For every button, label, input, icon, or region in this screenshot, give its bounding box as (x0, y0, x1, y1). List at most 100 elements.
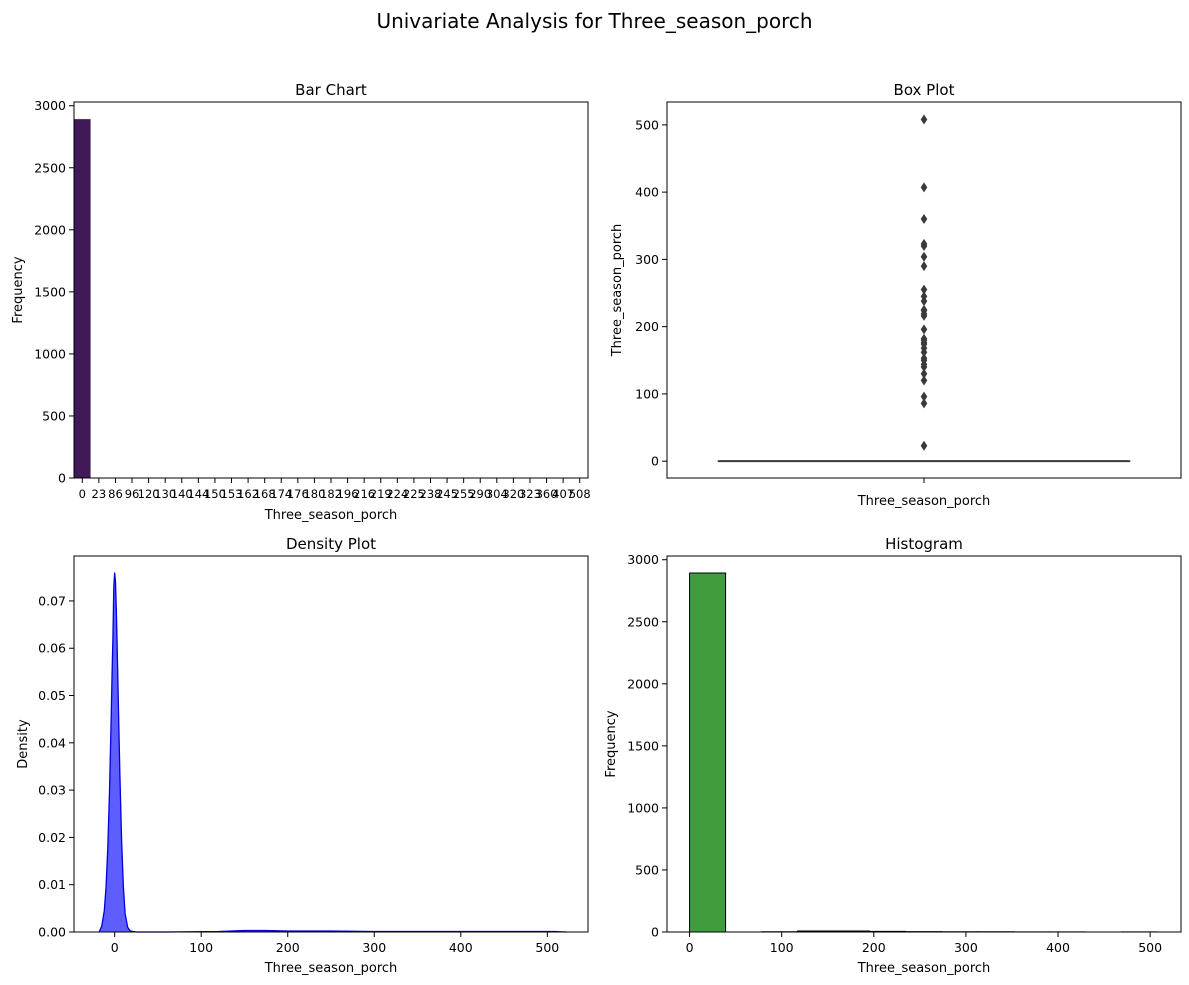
bar-chart-ytick-label: 1500 (34, 284, 66, 299)
bar-chart-bar (74, 119, 91, 478)
bar-chart-xtick-label: 360 (536, 487, 558, 501)
bar-chart-xtick-label: 120 (138, 487, 160, 501)
box-plot-ytick-label: 200 (635, 319, 659, 334)
bar-chart-xtick-label: 320 (502, 487, 524, 501)
histogram-xtick-label: 100 (770, 940, 794, 955)
bar-chart-ylabel: Frequency (11, 256, 26, 323)
histogram-xtick-label: 400 (1046, 940, 1070, 955)
bar-chart-title: Bar Chart (295, 81, 367, 99)
box-plot-ytick-label: 300 (635, 252, 659, 267)
box-plot-ytick-label: 0 (651, 454, 659, 469)
density-plot-curve (98, 572, 567, 933)
density-plot-title: Density Plot (286, 535, 376, 553)
box-plot-outlier (920, 324, 928, 335)
density-plot-panel: Density Plot 0.00 0.01 0.02 0.03 0.04 0.05 0.0… (16, 535, 589, 976)
histogram-ytick-label: 3000 (627, 552, 659, 567)
box-plot-outlier (920, 214, 928, 225)
histogram-plot-area: 0 500 1000 1500 2000 2500 3000 0 100 200 300 400 500 (627, 552, 1162, 955)
histogram-ylabel: Frequency (604, 710, 619, 777)
bar-chart-frame (73, 101, 589, 479)
box-plot-frame (666, 101, 1182, 479)
box-plot-panel: Box Plot 0 100 200 300 400 500 Three_season_p… (610, 81, 1182, 509)
bar-chart-xtick-label: 86 (108, 487, 123, 501)
density-plot-frame (73, 555, 589, 933)
box-plot-outlier (920, 182, 928, 193)
histogram-bar (689, 572, 727, 933)
density-plot-ytick-label: 0.03 (38, 783, 66, 798)
density-plot-xtick-label: 200 (276, 940, 300, 955)
bar-chart-panel: Bar Chart 0 500 1000 1500 2000 2500 3000 0 23 86 9… (11, 81, 591, 523)
bar-chart-ytick-label: 2500 (34, 160, 66, 175)
bar-chart-xtick-label: 130 (154, 487, 176, 501)
bar-chart-xtick-label: 23 (92, 487, 107, 501)
bar-chart-xtick-label: 224 (386, 487, 408, 501)
bar-chart-xtick-label: 0 (79, 487, 86, 501)
bar-chart-xtick-label: 176 (287, 487, 309, 501)
density-plot-ytick-label: 0.00 (38, 925, 66, 940)
figure-suptitle: Univariate Analysis for Three_season_por… (376, 9, 812, 33)
density-plot-xtick-label: 300 (362, 940, 386, 955)
bar-chart-xtick-label: 168 (254, 487, 276, 501)
bar-chart-ytick-label: 2000 (34, 222, 66, 237)
bar-chart-xtick-label: 407 (552, 487, 574, 501)
histogram-frame (666, 555, 1182, 933)
box-plot-xlabel: Three_season_porch (857, 494, 991, 509)
bar-chart-xtick-label: 225 (403, 487, 425, 501)
histogram-ytick-label: 1500 (627, 738, 659, 753)
box-plot-outlier (920, 284, 928, 295)
histogram-ytick-label: 0 (651, 925, 659, 940)
box-plot-outlier (920, 368, 928, 379)
density-plot-ytick-label: 0.01 (38, 877, 66, 892)
density-plot-ylabel: Density (16, 719, 31, 769)
density-plot-ytick-label: 0.02 (38, 830, 66, 845)
bar-chart-xtick-label: 174 (270, 487, 292, 501)
density-plot-ytick-label: 0.05 (38, 688, 66, 703)
bar-chart-xtick-label: 219 (370, 487, 392, 501)
box-plot-outlier (920, 304, 928, 315)
box-plot-outlier (920, 238, 928, 249)
bar-chart-xtick-label: 182 (320, 487, 342, 501)
density-plot-area (99, 572, 567, 932)
box-plot-outlier (920, 353, 928, 364)
box-plot-outlier (920, 333, 928, 344)
bar-chart-ytick-label: 3000 (34, 98, 66, 113)
density-plot-xtick-label: 400 (449, 940, 473, 955)
bar-chart-xtick-label: 304 (486, 487, 508, 501)
box-plot-plot-area: 0 100 200 300 400 500 (635, 114, 1131, 483)
density-plot-xtick-label: 0 (111, 940, 119, 955)
bar-chart-xtick-label: 508 (569, 487, 591, 501)
density-plot-xlabel: Three_season_porch (264, 961, 398, 976)
bar-chart-xtick-label: 140 (171, 487, 193, 501)
box-plot-outlier (920, 251, 928, 262)
density-plot-plot-area: 0.00 0.01 0.02 0.03 0.04 0.05 0.06 0.07 0 100 200 3… (38, 572, 567, 955)
box-plot-ytick-label: 500 (635, 117, 659, 132)
bar-chart-ytick-label: 0 (58, 471, 66, 486)
box-plot-outlier (920, 261, 928, 272)
histogram-ytick-label: 1000 (627, 800, 659, 815)
box-plot-outlier (920, 291, 928, 302)
box-plot-outlier (920, 440, 928, 451)
density-plot-ytick-label: 0.07 (38, 593, 66, 608)
bar-chart-xtick-label: 216 (353, 487, 375, 501)
density-plot-xtick-label: 100 (189, 940, 213, 955)
box-plot-ytick-label: 100 (635, 386, 659, 401)
bar-chart-ytick-label: 500 (42, 408, 66, 423)
bar-chart-xtick-label: 144 (187, 487, 209, 501)
box-plot-outlier (920, 375, 928, 386)
bar-chart-xtick-label: 238 (420, 487, 442, 501)
density-plot-xtick-label: 500 (535, 940, 559, 955)
box-plot-ylabel: Three_season_porch (610, 224, 625, 358)
bar-chart-xtick-label: 290 (469, 487, 491, 501)
bar-chart-xtick-label: 196 (337, 487, 359, 501)
density-plot-ytick-label: 0.04 (38, 735, 66, 750)
box-plot-outlier (920, 114, 928, 125)
bar-chart-xtick-label: 150 (204, 487, 226, 501)
histogram-xtick-label: 300 (954, 940, 978, 955)
bar-chart-ytick-label: 1000 (34, 346, 66, 361)
box-plot-title: Box Plot (894, 81, 955, 99)
histogram-panel: Histogram 0 500 1000 1500 2000 2500 3000 0 100 20… (604, 535, 1182, 976)
bar-chart-xtick-label: 162 (237, 487, 259, 501)
histogram-xtick-label: 500 (1138, 940, 1162, 955)
histogram-xlabel: Three_season_porch (857, 961, 991, 976)
